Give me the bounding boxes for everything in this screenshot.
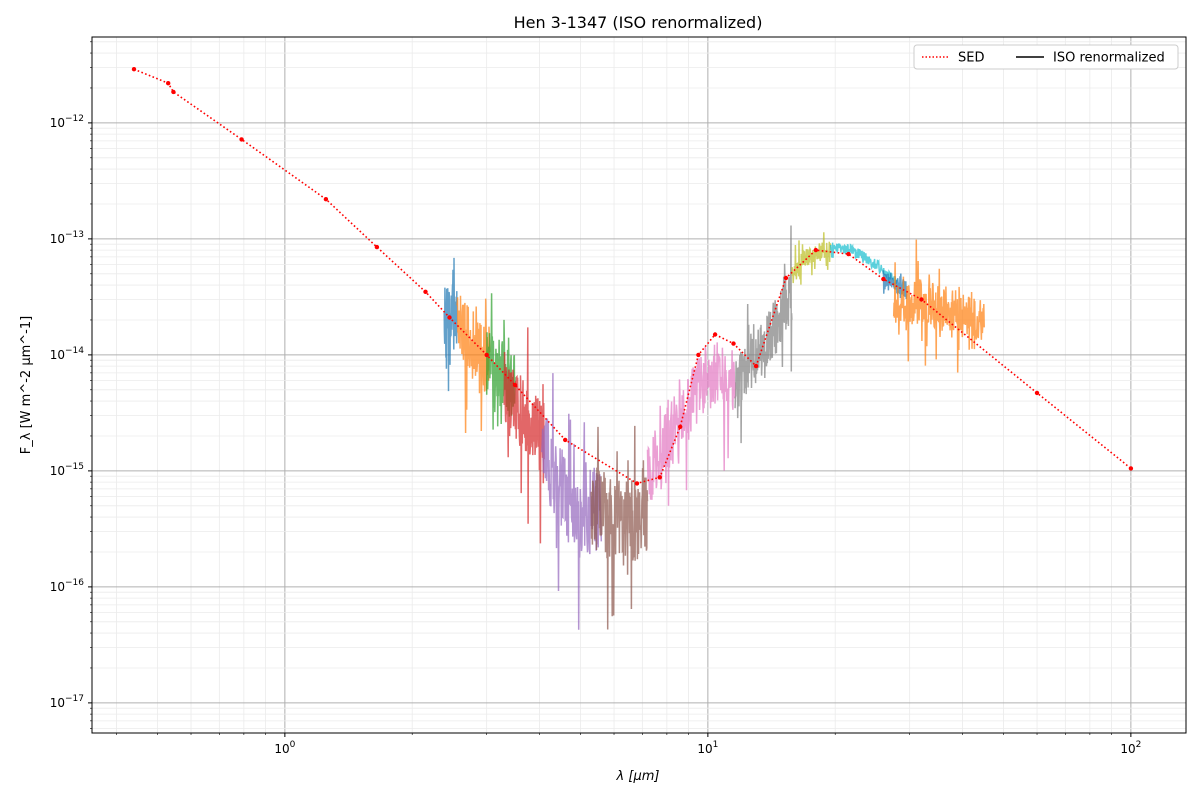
x-tick-label: 100 xyxy=(274,740,295,756)
legend: SED ISO renormalized xyxy=(913,44,1179,70)
sed-point xyxy=(634,481,640,486)
sed-point xyxy=(166,81,171,86)
sed-line xyxy=(133,68,1132,485)
sed-point xyxy=(753,363,759,369)
iso-segment-6 xyxy=(590,425,649,630)
y-tick-label: 10−13 xyxy=(50,230,84,246)
sed-point xyxy=(131,67,137,72)
sed-point xyxy=(447,315,452,320)
iso-segment-4 xyxy=(503,327,545,544)
sed-point xyxy=(423,289,428,294)
iso-spectra xyxy=(443,225,985,630)
sed-point xyxy=(678,424,683,429)
y-tick-label: 10−14 xyxy=(50,346,85,362)
sed-point xyxy=(846,251,851,257)
sed-point xyxy=(696,352,701,358)
sed-point xyxy=(484,352,489,358)
chart-title: Hen 3-1347 (ISO renormalized) xyxy=(514,13,763,32)
sed-point xyxy=(1034,390,1040,396)
sed-point xyxy=(171,89,176,95)
x-tick-label: 101 xyxy=(697,740,718,756)
sed-point xyxy=(563,437,568,443)
sed-point xyxy=(881,276,886,282)
legend-iso-label: ISO renormalized xyxy=(1053,51,1165,66)
axis-ticks: 100 101 102 10−17 10−16 10−15 10−14 10−13 10−12 xyxy=(50,41,1141,756)
plot-frame xyxy=(91,36,1187,734)
sed-point xyxy=(919,297,924,302)
y-tick-label: 10−17 xyxy=(50,694,84,710)
y-tick-label: 10−16 xyxy=(50,578,85,594)
legend-box xyxy=(913,44,1179,70)
sed-point xyxy=(239,137,244,142)
sed-point xyxy=(374,244,380,250)
y-axis-title: F_λ [W m^-2 μm^-1] xyxy=(19,316,34,454)
iso-segment-12 xyxy=(892,239,985,373)
iso-segment-9 xyxy=(791,232,832,285)
sed-point xyxy=(712,332,718,337)
iso-segment-2 xyxy=(456,295,491,434)
iso-segment-1 xyxy=(443,257,458,392)
y-tick-label: 10−15 xyxy=(50,462,84,478)
sed-series xyxy=(131,67,1134,486)
sed-point xyxy=(783,275,789,281)
x-tick-label: 102 xyxy=(1120,740,1141,756)
x-axis-title: λ [μm] xyxy=(616,769,660,784)
iso-segment-7 xyxy=(646,342,736,506)
sed-point xyxy=(731,341,736,346)
iso-segment-10 xyxy=(829,242,898,286)
sed-point xyxy=(323,197,329,202)
sed-point xyxy=(657,475,662,480)
sed-point xyxy=(1128,466,1134,471)
legend-sed-label: SED xyxy=(958,51,984,66)
y-tick-label: 10−12 xyxy=(50,114,84,130)
sed-point xyxy=(813,247,818,253)
iso-segment-8 xyxy=(734,225,793,444)
sed-point xyxy=(512,382,518,388)
grid xyxy=(92,37,1186,733)
